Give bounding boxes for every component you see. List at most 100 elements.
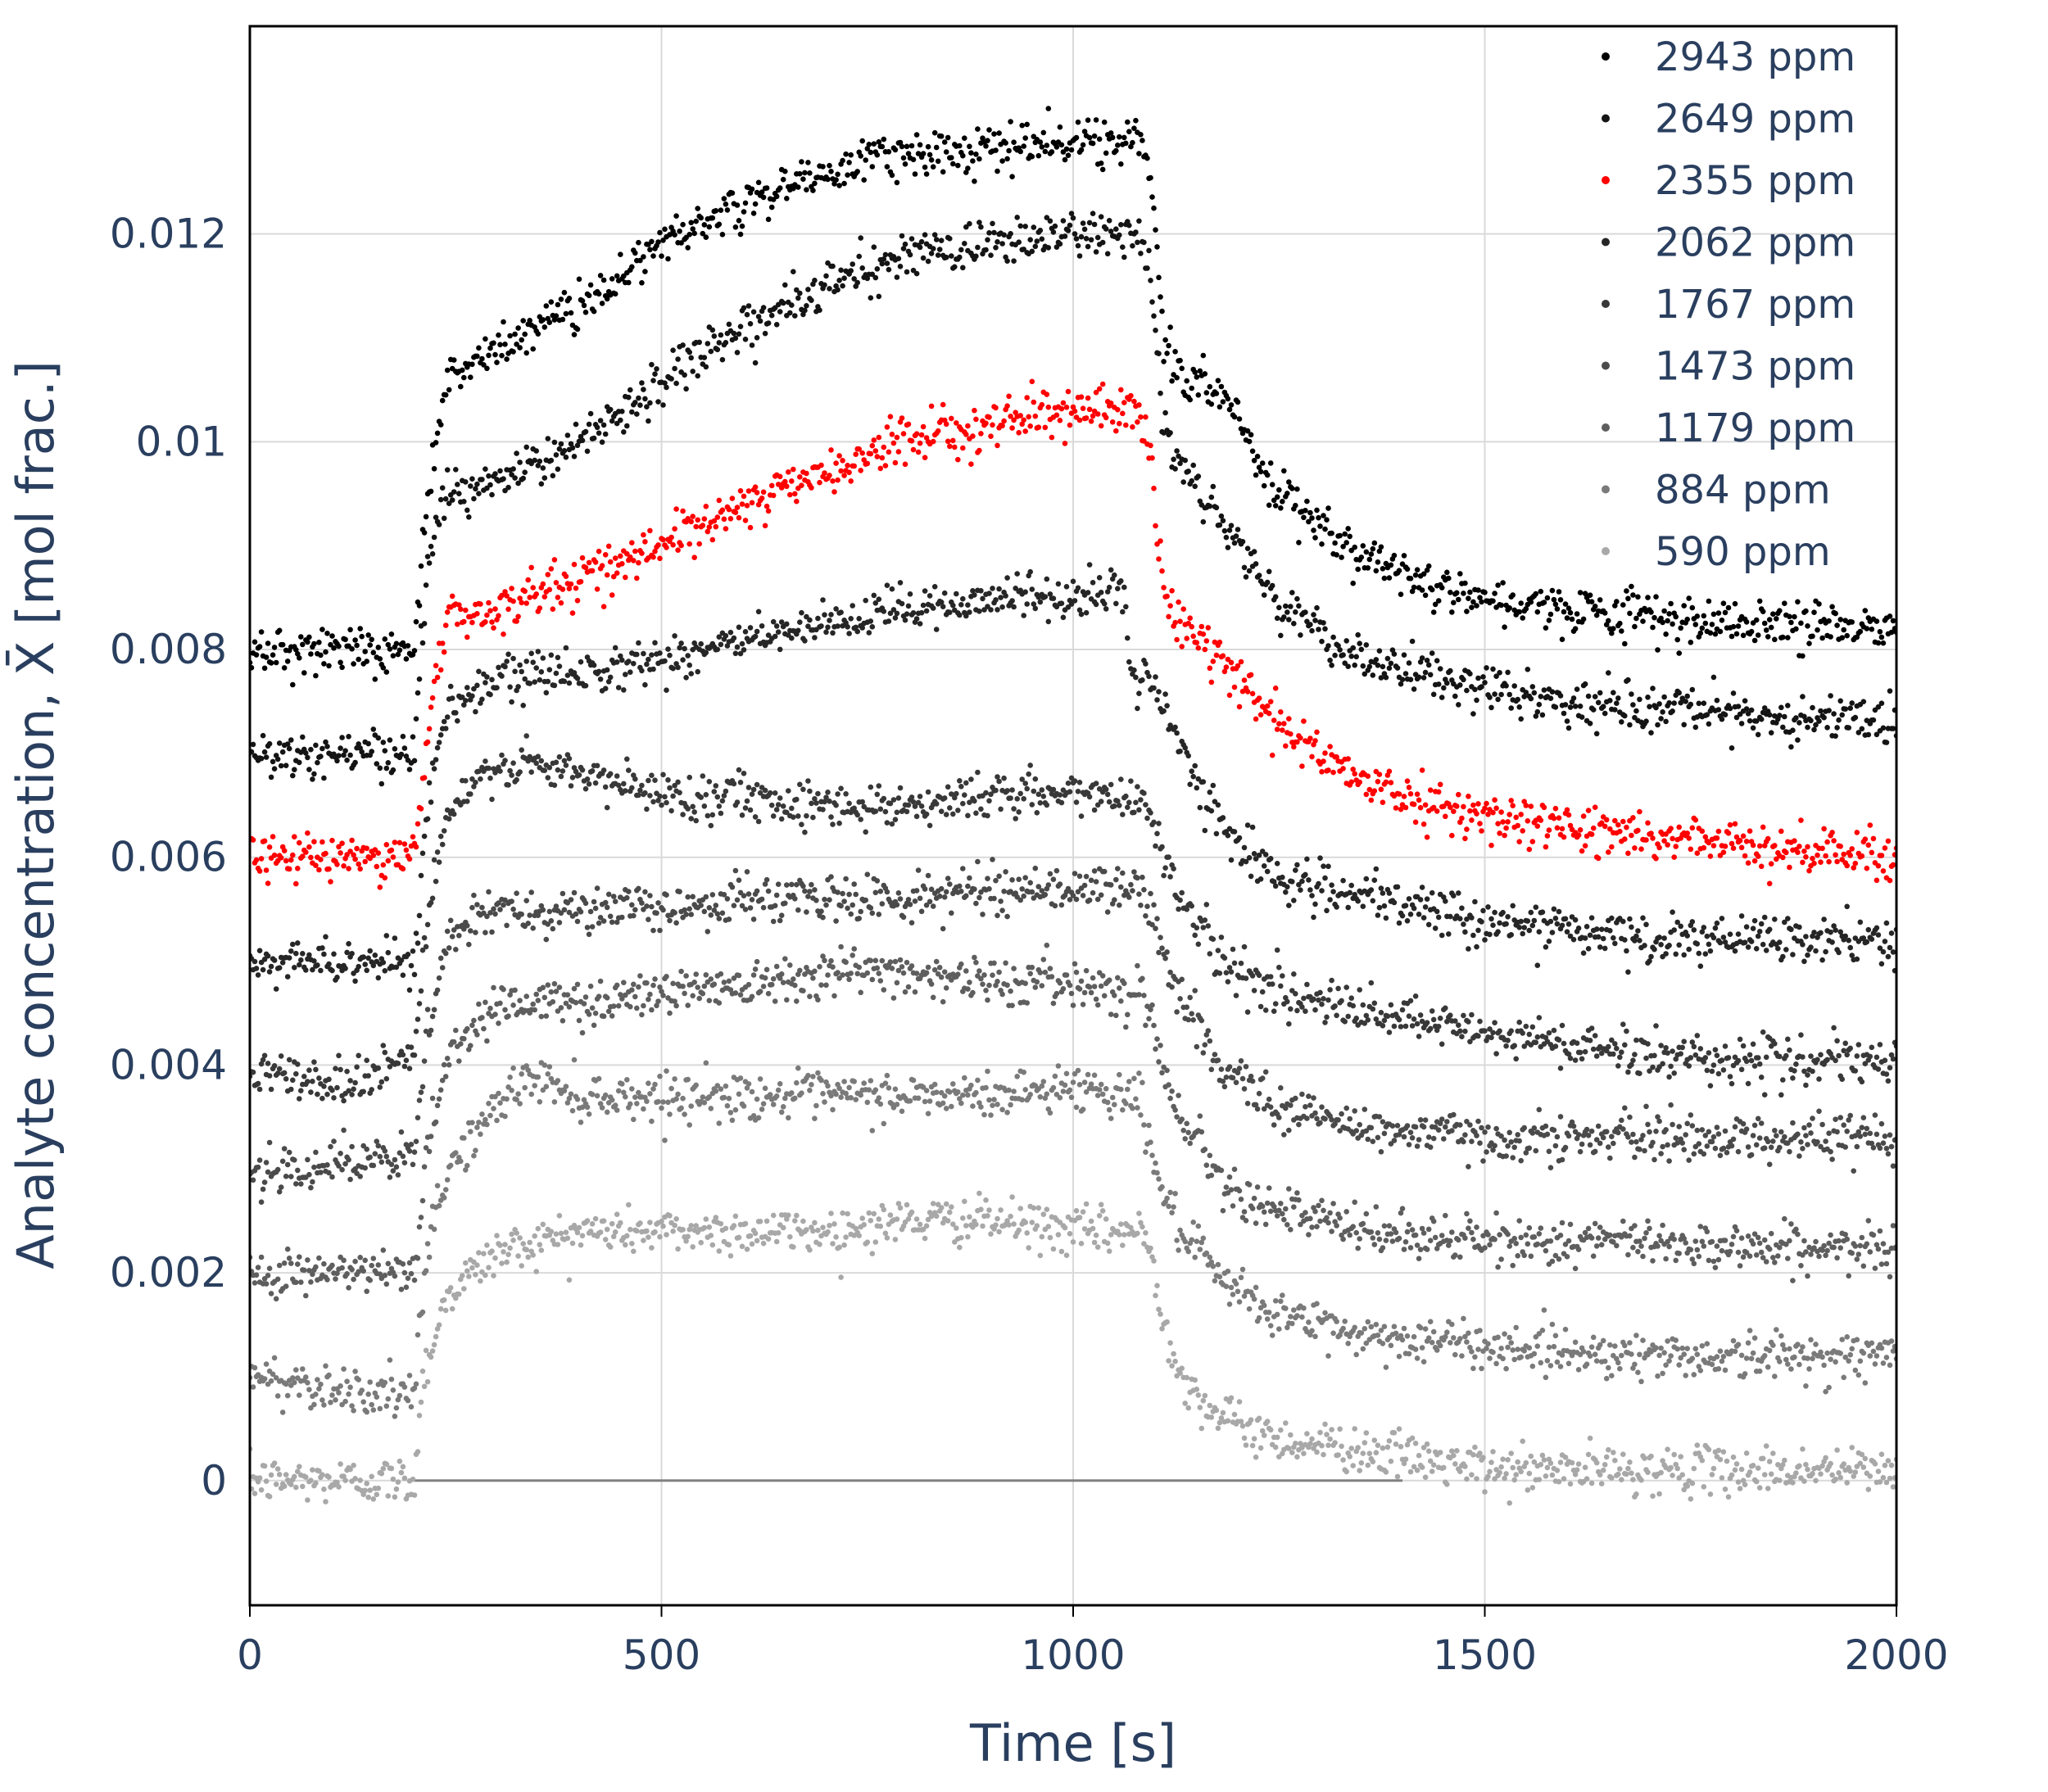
data-point: [1154, 1036, 1160, 1042]
data-point: [685, 1233, 691, 1240]
data-point: [1274, 1434, 1280, 1441]
data-point: [1179, 889, 1185, 896]
data-point: [813, 1102, 819, 1109]
data-point: [1241, 1209, 1248, 1215]
data-point: [1156, 821, 1162, 826]
data-point: [703, 1060, 709, 1066]
data-point: [1226, 1064, 1233, 1070]
data-point: [401, 1269, 408, 1276]
data-point: [336, 1052, 342, 1059]
data-point: [1513, 1056, 1519, 1062]
data-point: [685, 1002, 691, 1008]
data-point: [1417, 1324, 1424, 1331]
data-point: [614, 1211, 620, 1217]
data-point: [273, 1296, 279, 1302]
data-point: [1169, 1210, 1175, 1215]
data-point: [667, 1213, 673, 1219]
data-point: [1223, 970, 1230, 975]
data-point: [458, 1041, 464, 1047]
data-point: [770, 918, 777, 925]
data-point: [1401, 1460, 1407, 1467]
data-point: [604, 804, 610, 811]
data-point: [1673, 1337, 1679, 1343]
data-point: [723, 1225, 729, 1232]
data-point: [1187, 1140, 1193, 1147]
data-point: [1536, 1015, 1543, 1020]
data-point: [967, 875, 972, 881]
data-point: [1635, 1248, 1641, 1255]
data-point: [1552, 1143, 1559, 1149]
data-point: [1823, 1455, 1828, 1461]
data-point: [1531, 1459, 1538, 1465]
data-point: [621, 781, 627, 787]
data-point: [273, 1375, 279, 1381]
data-point: [773, 1238, 780, 1245]
data-point: [1063, 1252, 1070, 1258]
data-point: [1239, 1075, 1246, 1082]
data-point: [1104, 1240, 1111, 1247]
data-point: [413, 1381, 419, 1387]
data-point: [828, 874, 834, 880]
data-point: [688, 816, 694, 821]
data-point: [1446, 1242, 1452, 1248]
data-point: [1487, 1355, 1493, 1361]
data-point: [1176, 1093, 1181, 1098]
data-point: [742, 1220, 749, 1227]
data-point: [1482, 1028, 1488, 1034]
data-point: [466, 941, 472, 948]
data-point: [444, 1177, 451, 1183]
data-point: [767, 790, 773, 796]
data-point: [1353, 1016, 1359, 1021]
data-point: [1291, 971, 1297, 977]
data-point: [968, 776, 974, 782]
data-point: [856, 1233, 862, 1238]
data-point: [385, 1260, 392, 1267]
data-point: [504, 1259, 510, 1265]
data-point: [1099, 1208, 1106, 1214]
data-point: [476, 1120, 482, 1125]
data-point: [261, 1276, 268, 1282]
data-point: [972, 886, 977, 892]
data-point: [1197, 1113, 1203, 1119]
data-point: [497, 1242, 503, 1248]
data-point: [1737, 1263, 1743, 1269]
data-point: [874, 965, 881, 971]
data-point: [502, 1242, 508, 1247]
data-point: [600, 767, 607, 773]
data-point: [1358, 1459, 1365, 1466]
data-point: [933, 1089, 940, 1095]
data-point: [1417, 1117, 1424, 1123]
data-point: [1686, 1157, 1692, 1163]
data-point: [1607, 1342, 1613, 1348]
data-point: [1311, 1095, 1316, 1101]
data-point: [546, 908, 553, 915]
data-point: [1782, 1134, 1787, 1140]
data-point: [772, 903, 778, 909]
data-point: [1044, 1091, 1050, 1097]
data-point: [1544, 1358, 1551, 1364]
data-point: [1429, 1339, 1435, 1346]
data-point: [904, 808, 910, 815]
data-point: [541, 1062, 548, 1068]
data-point: [1606, 1364, 1611, 1371]
data-point: [1862, 1380, 1869, 1386]
data-point: [1288, 1102, 1294, 1108]
data-point: [815, 790, 821, 797]
data-point: [1322, 1421, 1328, 1428]
data-point: [980, 981, 985, 987]
data-point: [1475, 1118, 1481, 1125]
data-point: [579, 1029, 586, 1036]
data-point: [629, 902, 635, 908]
data-point: [716, 1000, 723, 1006]
data-point: [276, 1262, 283, 1269]
data-point: [1444, 1119, 1450, 1125]
data-point: [1844, 1129, 1850, 1134]
data-point: [378, 1079, 385, 1085]
data-point: [555, 1242, 561, 1247]
data-point: [1231, 1411, 1238, 1418]
data-point: [629, 785, 635, 791]
data-point: [483, 999, 488, 1006]
data-point: [882, 1080, 889, 1086]
data-point: [517, 998, 523, 1003]
data-point: [1022, 1220, 1028, 1225]
